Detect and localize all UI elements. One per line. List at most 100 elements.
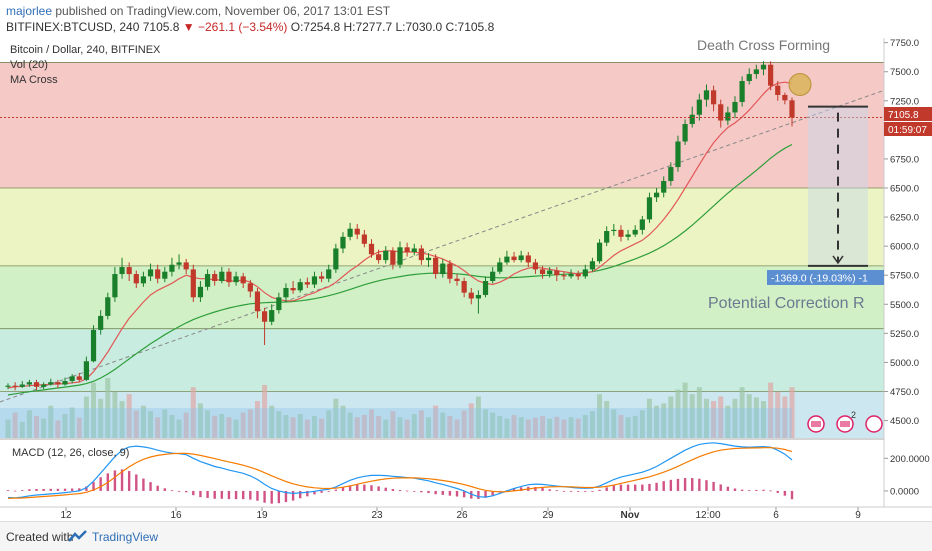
candle-body bbox=[575, 274, 581, 277]
candle-body bbox=[397, 247, 403, 265]
flag-count: 2 bbox=[851, 410, 856, 420]
volume-bar bbox=[718, 396, 724, 438]
volume-bar bbox=[661, 403, 667, 438]
macd-histogram-bar bbox=[448, 490, 452, 496]
candle-body bbox=[732, 101, 738, 113]
macd-histogram-bar bbox=[85, 486, 88, 491]
volume-bar bbox=[554, 416, 560, 438]
candle-body bbox=[625, 234, 631, 237]
price-axis[interactable]: 7750.07500.07250.07000.06750.06500.06250… bbox=[884, 38, 919, 427]
price-tick-label: 6750.0 bbox=[890, 154, 919, 165]
time-tick-label: 23 bbox=[371, 510, 383, 521]
candle-body bbox=[725, 112, 731, 121]
candle-body bbox=[333, 248, 339, 270]
volume-bar bbox=[297, 414, 303, 438]
death-cross-marker[interactable] bbox=[788, 73, 812, 97]
macd-histogram-bar bbox=[591, 490, 594, 492]
fib-zone bbox=[0, 62, 884, 188]
macd-histogram-bar bbox=[177, 490, 181, 492]
macd-histogram-bar bbox=[434, 490, 437, 495]
macd-histogram-bar bbox=[733, 488, 737, 491]
macd-histogram-bar bbox=[341, 487, 345, 491]
volume-bar bbox=[12, 412, 18, 438]
candle-body bbox=[276, 297, 282, 311]
time-axis[interactable]: 12 16 19 23 26 29 Nov 12:00 6 9 bbox=[60, 507, 861, 521]
macd-histogram-bar bbox=[762, 489, 765, 491]
volume-bar bbox=[775, 391, 781, 438]
symbol-text: BITFINEX:BTCUSD, 240 bbox=[6, 20, 140, 34]
macd-histogram-bar bbox=[769, 490, 772, 492]
candle-body bbox=[19, 384, 25, 387]
tradingview-link[interactable]: TradingView bbox=[92, 530, 159, 544]
candle-body bbox=[12, 385, 18, 387]
volume-bar bbox=[682, 382, 688, 438]
candle-body bbox=[561, 275, 567, 277]
price-tick-label: 5000.0 bbox=[890, 358, 919, 369]
macd-histogram-bar bbox=[377, 486, 380, 491]
price-tick-label: 7500.0 bbox=[890, 67, 919, 78]
macd-histogram-bar bbox=[242, 490, 245, 500]
candle-body bbox=[632, 229, 638, 235]
candle-body bbox=[233, 276, 239, 283]
publish-line: majorlee published on TradingView.com, N… bbox=[6, 4, 390, 18]
candle-body bbox=[390, 250, 396, 265]
macd-histogram-bar bbox=[356, 484, 359, 491]
candle-body bbox=[418, 248, 424, 261]
candle-body bbox=[782, 94, 788, 101]
symbol-legend: Bitcoin / Dollar, 240, BITFINEX bbox=[10, 44, 161, 56]
volume-bar bbox=[397, 417, 403, 438]
macd-histogram-bar bbox=[626, 484, 630, 491]
volume-bar bbox=[304, 419, 310, 438]
candle-body bbox=[162, 271, 168, 279]
candle-body bbox=[347, 228, 353, 237]
candle-body bbox=[304, 282, 310, 285]
volume-bar bbox=[547, 418, 553, 438]
time-tick-label: 16 bbox=[170, 510, 182, 521]
macd-histogram-bar bbox=[70, 488, 74, 491]
price-chart[interactable]: 7750.07500.07250.07000.06750.06500.06250… bbox=[0, 38, 932, 521]
macd-histogram-bar bbox=[413, 490, 416, 492]
candle-body bbox=[69, 376, 75, 382]
macd-histogram-bar bbox=[320, 490, 323, 493]
macd-histogram-bar bbox=[199, 490, 202, 498]
macd-histogram-bar bbox=[78, 488, 81, 491]
macd-histogram-bar bbox=[648, 483, 651, 491]
volume-bar bbox=[162, 409, 168, 438]
volume-bar bbox=[561, 419, 567, 438]
volume-bar bbox=[240, 412, 246, 438]
volume-bar bbox=[376, 415, 382, 438]
candle-body bbox=[5, 385, 11, 387]
footer: Created with TradingView bbox=[0, 521, 932, 551]
us-flag-icon[interactable] bbox=[865, 415, 883, 433]
candle-body bbox=[326, 269, 332, 279]
last-price-tag-text: 7105.8 bbox=[888, 110, 919, 121]
macd-histogram-bar bbox=[576, 490, 580, 492]
volume-bar bbox=[447, 415, 453, 438]
volume-bar bbox=[169, 414, 175, 438]
macd-histogram-bar bbox=[170, 490, 174, 492]
candle-body bbox=[190, 269, 196, 298]
volume-bar bbox=[703, 398, 709, 438]
macd-histogram-bar bbox=[42, 488, 45, 491]
time-tick-label: 6 bbox=[773, 510, 779, 521]
candle-body bbox=[490, 271, 496, 282]
volume-bar bbox=[340, 405, 346, 438]
volume-bar bbox=[83, 396, 89, 438]
candle-body bbox=[461, 281, 467, 293]
macd-histogram-bar bbox=[755, 489, 758, 491]
volume-bar bbox=[91, 382, 97, 438]
volume-bar bbox=[319, 418, 325, 438]
volume-bar bbox=[311, 415, 317, 438]
volume-bar bbox=[126, 394, 132, 438]
candle-body bbox=[668, 167, 674, 182]
macd-histogram-bar bbox=[227, 490, 231, 500]
author-link[interactable]: majorlee bbox=[6, 4, 53, 18]
price-tick-label: 7750.0 bbox=[890, 38, 919, 49]
candle-body bbox=[411, 248, 417, 252]
macd-histogram-bar bbox=[120, 469, 124, 491]
candle-body bbox=[639, 219, 645, 230]
volume-bar bbox=[497, 415, 503, 438]
candle-body bbox=[475, 294, 481, 299]
volume-bar bbox=[525, 419, 531, 438]
candle-body bbox=[518, 255, 524, 261]
